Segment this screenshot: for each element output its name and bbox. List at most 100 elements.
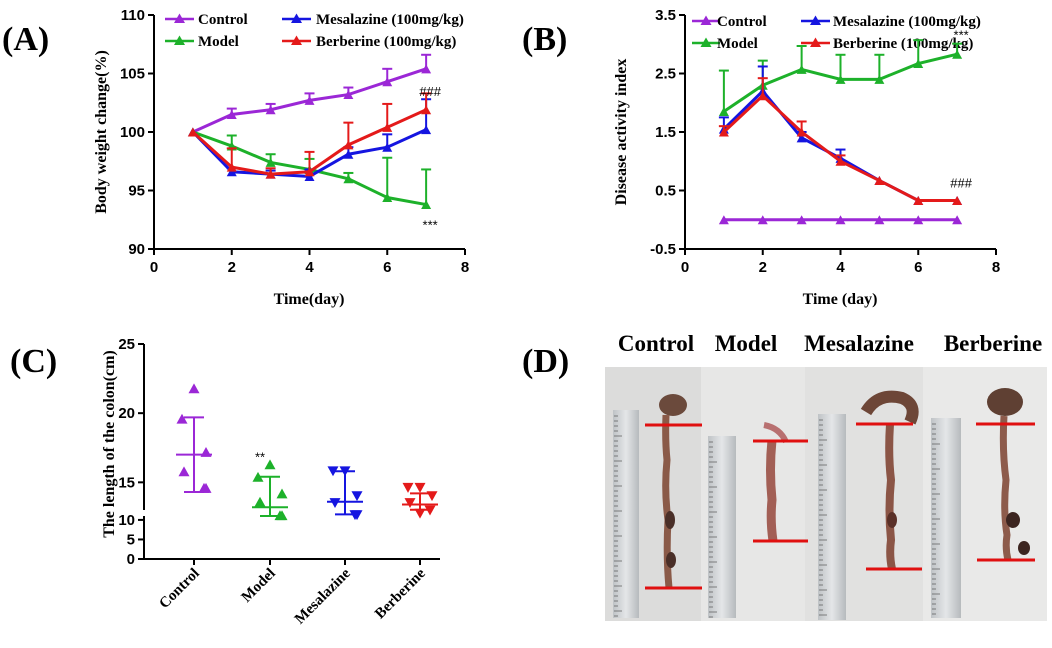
data-point bbox=[952, 195, 963, 205]
data-point bbox=[421, 125, 432, 135]
data-point bbox=[188, 383, 200, 394]
y-tick-label: 15 bbox=[118, 474, 135, 491]
legend: Control Model Mesalazine (100mg/kg) Berb… bbox=[692, 14, 981, 52]
panel-letter-b: (B) bbox=[522, 21, 567, 58]
panel-letter-d: (D) bbox=[522, 343, 569, 380]
chart-body-weight: Body weight change(%) Time(day) Control … bbox=[93, 7, 469, 308]
series-berberine bbox=[187, 92, 432, 179]
data-point bbox=[276, 488, 288, 499]
legend-marker-control bbox=[700, 15, 712, 25]
data-point bbox=[351, 491, 363, 502]
cut-marks bbox=[645, 422, 1035, 590]
x-category-label: Control bbox=[156, 566, 202, 612]
legend-marker-model bbox=[174, 35, 185, 45]
data-point bbox=[414, 508, 426, 519]
x-tick-label: 4 bbox=[305, 259, 314, 276]
ruler-control bbox=[613, 410, 639, 618]
data-point bbox=[343, 149, 354, 159]
series-control bbox=[718, 215, 963, 225]
data-point bbox=[265, 169, 276, 179]
series-control bbox=[187, 53, 432, 137]
data-point bbox=[178, 466, 190, 477]
y-tick-label: 25 bbox=[118, 336, 135, 353]
data-point bbox=[404, 498, 416, 509]
y-tick-label: 90 bbox=[128, 241, 145, 258]
chart-disease-activity: Disease activity index Time (day) Contro… bbox=[613, 7, 1000, 308]
data-point bbox=[304, 167, 315, 177]
data-point bbox=[343, 90, 354, 100]
panel-letter-c: (C) bbox=[10, 343, 57, 380]
x-tick-label: 2 bbox=[759, 259, 767, 276]
data-point bbox=[200, 482, 212, 493]
legend-label-control: Control bbox=[717, 14, 767, 30]
series-line-mesalazine bbox=[722, 88, 958, 202]
group-control bbox=[176, 383, 212, 494]
data-point bbox=[835, 215, 846, 225]
ruler-berberine bbox=[931, 418, 961, 618]
group-mesalazine bbox=[327, 466, 363, 521]
data-point bbox=[913, 59, 924, 69]
data-point bbox=[913, 195, 924, 205]
data-point bbox=[718, 107, 729, 117]
significance-label: ### bbox=[419, 84, 441, 99]
x-tick-label: 8 bbox=[992, 259, 1000, 276]
data-point bbox=[187, 127, 198, 137]
y-tick-label: 100 bbox=[120, 124, 145, 141]
x-axis-title: Time(day) bbox=[274, 291, 345, 308]
y-tick-label: 95 bbox=[128, 183, 145, 200]
y-axis-title: The length of the colon(cm) bbox=[101, 350, 118, 538]
data-point bbox=[796, 127, 807, 137]
data-point bbox=[757, 91, 768, 101]
data-point bbox=[382, 77, 393, 87]
data-point bbox=[265, 157, 276, 167]
y-tick-label: 10 bbox=[118, 512, 135, 529]
data-point bbox=[226, 162, 237, 172]
x-axis-title: Time (day) bbox=[803, 291, 878, 308]
photo-label-berberine: Berberine bbox=[944, 331, 1042, 356]
data-point bbox=[421, 105, 432, 115]
data-point bbox=[382, 122, 393, 132]
y-tick-label: 105 bbox=[120, 66, 145, 83]
data-point bbox=[276, 510, 288, 521]
data-point bbox=[874, 74, 885, 84]
photo-label-mesalazine: Mesalazine bbox=[804, 331, 914, 356]
legend-label-model: Model bbox=[717, 36, 758, 52]
data-point bbox=[874, 215, 885, 225]
legend-label-model: Model bbox=[198, 34, 239, 50]
group-model bbox=[252, 459, 288, 521]
data-point bbox=[265, 105, 276, 115]
colon-photo-panel: Control Model Mesalazine Berberine bbox=[605, 331, 1047, 621]
data-point bbox=[351, 510, 363, 521]
series-model bbox=[718, 39, 963, 117]
data-point bbox=[952, 49, 963, 59]
y-axis-title: Body weight change(%) bbox=[93, 50, 110, 214]
photo-label-control: Control bbox=[618, 331, 694, 356]
photo-label-model: Model bbox=[715, 331, 778, 356]
y-tick-label: 1.5 bbox=[655, 124, 676, 141]
y-tick-label: -0.5 bbox=[650, 241, 676, 258]
series-berberine bbox=[718, 77, 963, 205]
data-point bbox=[176, 413, 188, 424]
data-point bbox=[226, 109, 237, 119]
data-point bbox=[757, 215, 768, 225]
x-category-label: Model bbox=[239, 566, 279, 606]
x-tick-label: 0 bbox=[681, 259, 689, 276]
x-tick-label: 2 bbox=[228, 259, 236, 276]
y-tick-label: 20 bbox=[118, 405, 135, 422]
data-point bbox=[835, 156, 846, 166]
data-point bbox=[304, 171, 315, 181]
data-point bbox=[327, 466, 339, 477]
data-point bbox=[952, 215, 963, 225]
x-tick-label: 6 bbox=[914, 259, 922, 276]
panel-letter-a: (A) bbox=[2, 21, 49, 58]
colon-control bbox=[659, 394, 687, 589]
x-tick-label: 6 bbox=[383, 259, 391, 276]
data-point bbox=[402, 482, 414, 493]
legend-marker-control bbox=[174, 13, 185, 23]
legend-marker-model bbox=[700, 37, 712, 47]
legend-label-berberine: Berberine (100mg/kg) bbox=[833, 36, 973, 52]
legend-label-control: Control bbox=[198, 12, 248, 28]
colon-mesalazine bbox=[860, 390, 919, 570]
data-point bbox=[264, 459, 276, 470]
